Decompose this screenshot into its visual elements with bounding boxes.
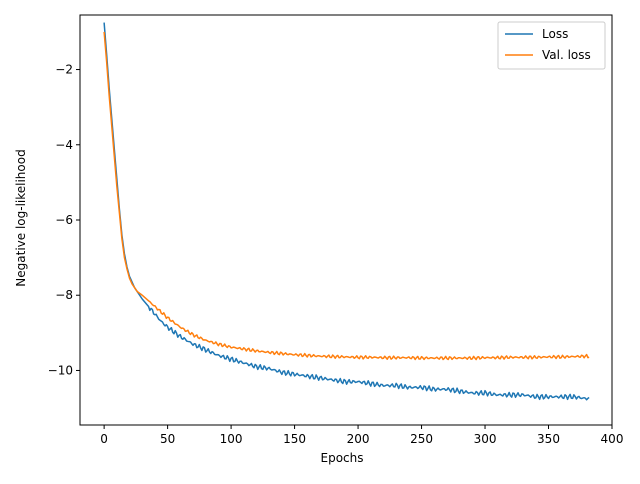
y-tick-label: −10 <box>48 363 73 377</box>
y-axis-label: Negative log-likelihood <box>14 149 28 286</box>
legend: Loss Val. loss <box>497 21 606 70</box>
x-tick-label: 50 <box>160 432 175 446</box>
y-tick-label: −4 <box>55 138 73 152</box>
x-tick-label: 250 <box>410 432 433 446</box>
plot-area <box>80 15 612 425</box>
x-axis: 0 50 100 150 200 250 300 350 400 <box>100 425 623 446</box>
series-line-val-loss <box>103 31 590 361</box>
x-tick-label: 150 <box>283 432 306 446</box>
x-tick-label: 0 <box>100 432 108 446</box>
series-layer <box>103 22 590 401</box>
x-tick-label: 400 <box>601 432 624 446</box>
x-tick-label: 350 <box>537 432 560 446</box>
y-axis: −10 −8 −6 −4 −2 <box>48 63 80 377</box>
y-tick-label: −2 <box>55 63 73 77</box>
x-tick-label: 100 <box>220 432 243 446</box>
y-tick-label: −6 <box>55 213 73 227</box>
x-tick-label: 200 <box>347 432 370 446</box>
x-axis-label: Epochs <box>321 451 364 465</box>
legend-label-loss: Loss <box>542 27 568 41</box>
series-line-loss <box>103 22 590 401</box>
y-tick-label: −8 <box>55 288 73 302</box>
x-tick-label: 300 <box>474 432 497 446</box>
legend-label-val-loss: Val. loss <box>542 48 591 62</box>
